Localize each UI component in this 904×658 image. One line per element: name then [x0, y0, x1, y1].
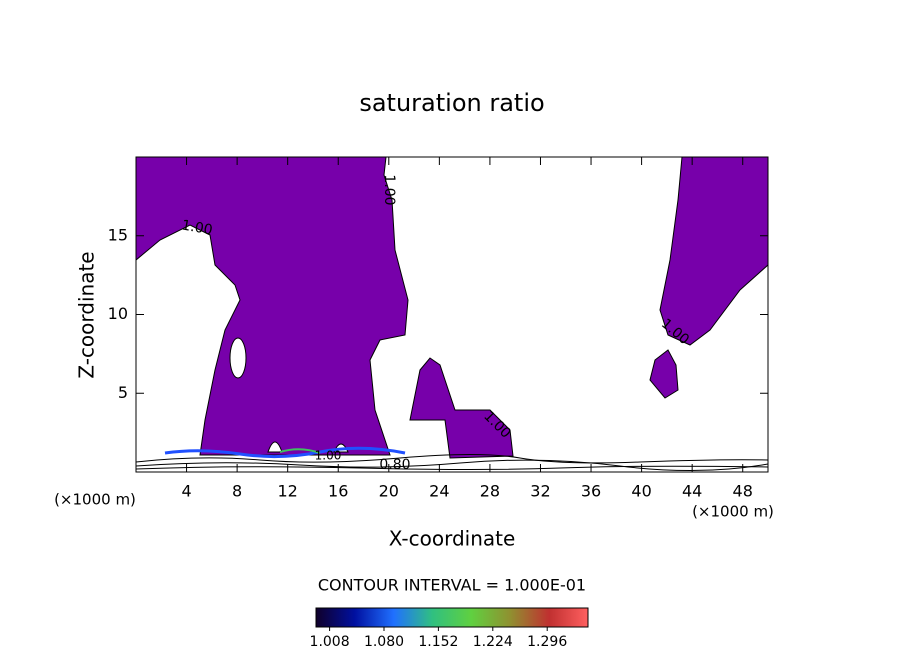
y-tick-label: 10 — [108, 304, 128, 323]
x-tick-label: 40 — [631, 482, 651, 501]
y-tick-label: 15 — [108, 225, 128, 244]
colorbar-label: 1.152 — [418, 634, 458, 650]
colorbar-label: 1.296 — [527, 634, 567, 650]
contour-line — [279, 448, 321, 454]
x-tick-label: 20 — [379, 482, 399, 501]
region — [409, 357, 514, 459]
contour-label: 0.80 — [379, 457, 410, 473]
y-axis-label: Z-coordinate — [75, 251, 99, 378]
x-tick-label: 48 — [733, 482, 753, 501]
x-tick-label: 8 — [232, 482, 242, 501]
contour-line — [135, 465, 769, 470]
region — [135, 156, 409, 456]
x-axis-label: X-coordinate — [389, 527, 516, 551]
y-tick-label: 5 — [118, 383, 128, 402]
x-tick-label: 28 — [480, 482, 500, 501]
contour-label: 1.00 — [381, 174, 397, 205]
contour-fills — [135, 156, 769, 459]
x-tick-label: 12 — [278, 482, 298, 501]
colorbar-label: 1.008 — [310, 634, 350, 650]
y-unit: (×1000 m) — [54, 491, 136, 509]
region — [659, 156, 769, 346]
x-tick-label: 24 — [429, 482, 449, 501]
hole — [229, 337, 247, 379]
chart-title: saturation ratio — [359, 89, 544, 117]
colorbar-label: 1.224 — [473, 634, 513, 650]
contour-label: 1.00 — [315, 449, 342, 463]
contour-line — [135, 459, 769, 472]
x-tick-label: 16 — [328, 482, 348, 501]
x-unit: (×1000 m) — [692, 503, 774, 521]
region — [649, 349, 679, 399]
x-tick-label: 32 — [530, 482, 550, 501]
contour-interval: CONTOUR INTERVAL = 1.000E-01 — [318, 576, 586, 595]
contour-line — [164, 446, 406, 459]
x-tick-label: 44 — [682, 482, 702, 501]
x-tick-label: 36 — [581, 482, 601, 501]
colorbar — [315, 607, 589, 628]
colorbar-label: 1.080 — [364, 634, 404, 650]
x-tick-label: 4 — [181, 482, 191, 501]
contour-line — [135, 454, 769, 464]
contour-lines — [135, 446, 769, 472]
contour-label: 1.00 — [180, 217, 213, 238]
